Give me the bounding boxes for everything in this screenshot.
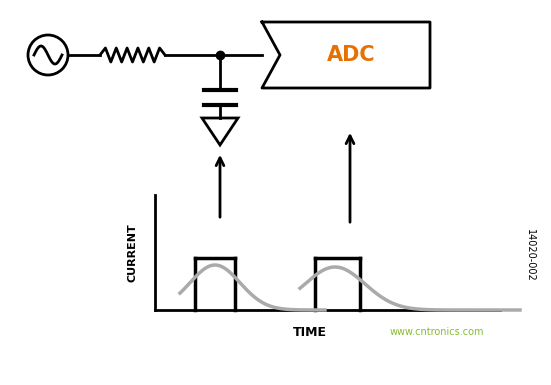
Text: www.cntronics.com: www.cntronics.com xyxy=(390,327,484,337)
Text: TIME: TIME xyxy=(293,325,327,338)
Text: ADC: ADC xyxy=(327,45,375,65)
Text: 14020-002: 14020-002 xyxy=(525,229,535,281)
Text: CURRENT: CURRENT xyxy=(128,223,138,282)
